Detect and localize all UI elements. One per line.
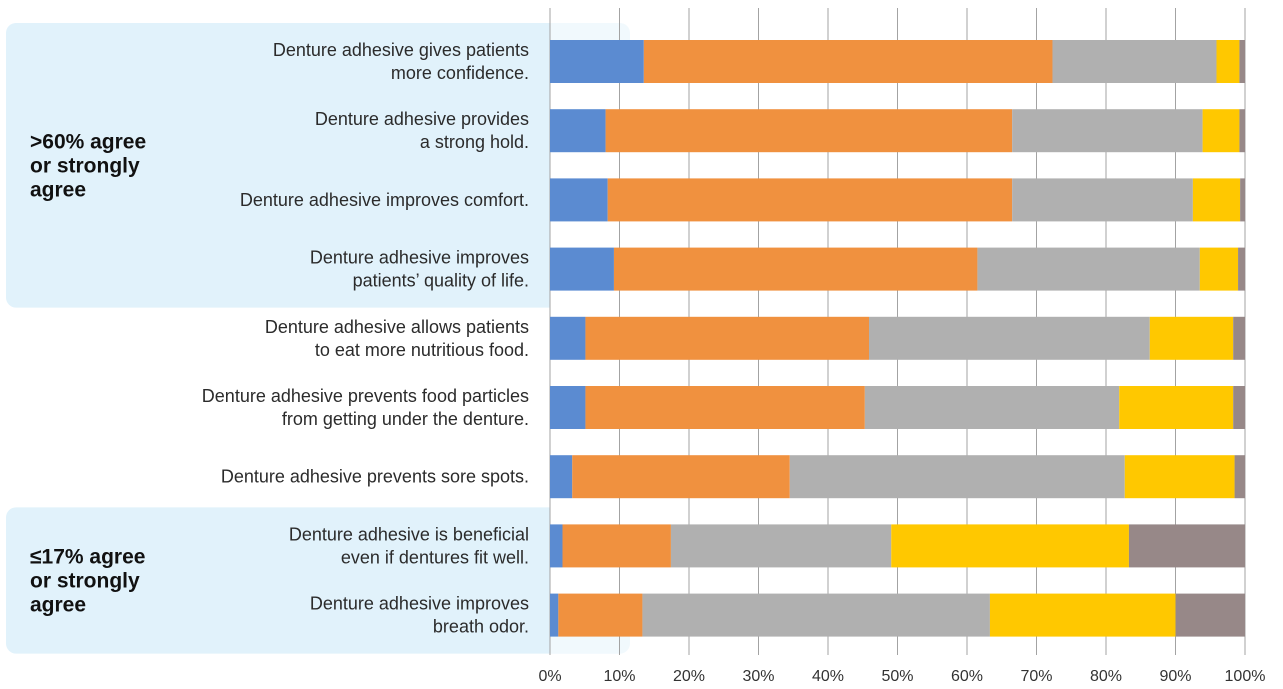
category-label: Denture adhesive prevents food particles xyxy=(202,386,529,406)
bar-segment xyxy=(613,247,978,291)
bar-segment xyxy=(572,455,790,499)
group-label: agree xyxy=(30,594,86,617)
category-label: Denture adhesive is beneficial xyxy=(289,524,529,544)
group-label: or strongly xyxy=(30,570,140,593)
bar-segment xyxy=(789,455,1125,499)
category-label: Denture adhesive allows patients xyxy=(265,317,529,337)
bar-segment xyxy=(869,316,1150,360)
bar-segment xyxy=(550,178,608,222)
bar-segment xyxy=(585,316,870,360)
bar-segment xyxy=(670,524,892,568)
x-tick-label: 100% xyxy=(1225,668,1266,685)
bar-segment xyxy=(1216,40,1240,83)
x-tick-label: 10% xyxy=(603,668,635,685)
group-label: ≤17% agree xyxy=(30,546,145,569)
bar-segment xyxy=(550,316,586,360)
category-label: breath odor. xyxy=(433,617,529,637)
bar-segment xyxy=(1119,386,1234,429)
group-label: or strongly xyxy=(30,154,140,177)
category-label: even if dentures fit well. xyxy=(341,547,529,567)
x-tick-label: 20% xyxy=(673,668,705,685)
bar-segment xyxy=(1192,178,1241,222)
bar-segment xyxy=(550,40,644,83)
bar-segment xyxy=(607,178,1013,222)
category-label: Denture adhesive improves comfort. xyxy=(240,190,529,210)
bar-segment xyxy=(891,524,1129,568)
category-label: patients’ quality of life. xyxy=(353,271,529,291)
bar-segment xyxy=(989,593,1176,637)
category-label: Denture adhesive improves xyxy=(310,248,529,268)
bar-segment xyxy=(550,455,573,499)
bar-segment xyxy=(550,386,586,429)
bar-segment xyxy=(1175,593,1245,637)
category-label: more confidence. xyxy=(391,63,529,83)
bar-segment xyxy=(550,524,563,568)
group-panel xyxy=(6,23,630,308)
x-tick-label: 50% xyxy=(881,668,913,685)
category-label: Denture adhesive provides xyxy=(315,109,529,129)
bar-segment xyxy=(558,593,643,637)
group-panel xyxy=(6,507,630,654)
bar-segment xyxy=(1124,455,1235,499)
bar-segment xyxy=(1149,316,1234,360)
bar-segment xyxy=(550,247,614,291)
bar-segment xyxy=(1238,247,1245,291)
x-tick-label: 40% xyxy=(812,668,844,685)
bar-segment xyxy=(1239,40,1245,83)
bar-segment xyxy=(1052,40,1217,83)
bar-segment xyxy=(1012,109,1203,153)
x-tick-label: 60% xyxy=(951,668,983,685)
bar-segment xyxy=(1239,109,1245,153)
x-tick-label: 30% xyxy=(742,668,774,685)
x-tick-label: 90% xyxy=(1159,668,1191,685)
group-label: >60% agree xyxy=(30,130,146,153)
group-label: agree xyxy=(30,178,86,201)
category-label: Denture adhesive prevents sore spots. xyxy=(221,467,529,487)
x-tick-label: 70% xyxy=(1020,668,1052,685)
category-label: Denture adhesive improves xyxy=(310,594,529,614)
x-tick-label: 0% xyxy=(538,668,561,685)
bar-segment xyxy=(585,386,865,429)
bar-segment xyxy=(1233,316,1245,360)
category-label: to eat more nutritious food. xyxy=(315,340,529,360)
bar-segment xyxy=(1240,178,1245,222)
bar-segment xyxy=(550,593,559,637)
bar-segment xyxy=(864,386,1120,429)
bar-segment xyxy=(977,247,1200,291)
bar-segment xyxy=(642,593,990,637)
bar-segment xyxy=(1234,455,1245,499)
bar-segment xyxy=(1012,178,1193,222)
bar-segment xyxy=(1202,109,1240,153)
bar-segment xyxy=(1233,386,1245,429)
bar-segment xyxy=(562,524,671,568)
bar-segment xyxy=(1199,247,1239,291)
x-tick-label: 80% xyxy=(1090,668,1122,685)
category-label: from getting under the denture. xyxy=(282,409,529,429)
bar-segment xyxy=(643,40,1053,83)
bar-segment xyxy=(1128,524,1245,568)
bar-segment xyxy=(605,109,1013,153)
bar-segment xyxy=(550,109,606,153)
category-label: a strong hold. xyxy=(420,132,529,152)
category-label: Denture adhesive gives patients xyxy=(273,40,529,60)
